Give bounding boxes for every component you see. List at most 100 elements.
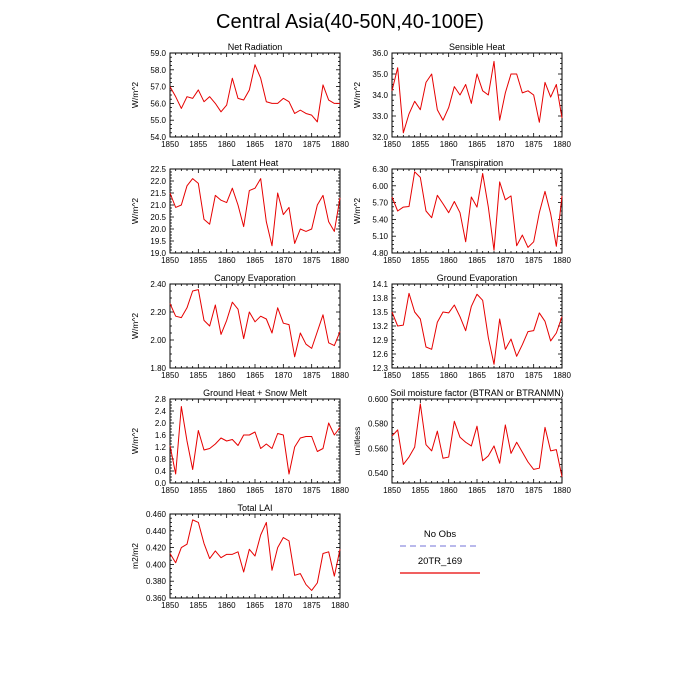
y-tick-label: 1.6	[155, 431, 167, 440]
y-tick-label: 21.5	[150, 189, 166, 198]
y-tick-label: 13.2	[372, 322, 388, 331]
y-tick-label: 19.0	[150, 249, 166, 258]
panel-title: Ground Evaporation	[437, 273, 518, 283]
series-line-20tr-169	[391, 60, 563, 134]
x-tick-label: 1850	[161, 140, 179, 149]
y-tick-label: 2.0	[155, 419, 167, 428]
x-tick-label: 1875	[303, 256, 321, 265]
x-tick-label: 1870	[274, 256, 292, 265]
x-tick-label: 1850	[161, 601, 179, 610]
x-tick-label: 1860	[440, 256, 458, 265]
x-tick-label: 1875	[525, 140, 543, 149]
y-tick-label: 5.70	[372, 199, 388, 208]
plot-frame	[391, 398, 563, 484]
x-tick-label: 1855	[189, 601, 207, 610]
y-axis-label: W/m^2	[130, 313, 140, 339]
x-tick-label: 1880	[331, 140, 349, 149]
x-tick-label: 1860	[218, 140, 236, 149]
x-tick-label: 1865	[246, 256, 264, 265]
x-tick-label: 1855	[411, 486, 429, 495]
y-tick-label: 36.0	[372, 49, 388, 58]
x-tick-label: 1860	[440, 371, 458, 380]
panel-transpiration: Transpiration 1850 1855 1860 1865 1870 1875 188…	[352, 158, 571, 265]
panel-title: Latent Heat	[232, 158, 279, 168]
y-tick-label: 14.1	[372, 280, 388, 289]
y-tick-label: 56.0	[150, 99, 166, 108]
x-tick-label: 1855	[189, 371, 207, 380]
y-tick-label: 0.540	[368, 469, 389, 478]
x-tick-label: 1875	[525, 371, 543, 380]
y-tick-label: 0.0	[155, 479, 167, 488]
y-tick-label: 22.0	[150, 177, 166, 186]
x-tick-label: 1865	[246, 601, 264, 610]
series-line-20tr-169	[391, 403, 563, 477]
y-tick-label: 0.460	[146, 510, 167, 519]
x-tick-label: 1855	[411, 140, 429, 149]
x-tick-label: 1850	[161, 371, 179, 380]
y-tick-label: 21.0	[150, 201, 166, 210]
x-tick-label: 1875	[525, 486, 543, 495]
x-tick-label: 1865	[246, 486, 264, 495]
y-tick-label: 57.0	[150, 83, 166, 92]
x-tick-label: 1870	[274, 371, 292, 380]
panel-title: Sensible Heat	[449, 42, 506, 52]
series-line-20tr-169	[169, 289, 341, 358]
plot-frame	[391, 52, 563, 138]
legend-label-20tr-169: 20TR_169	[418, 556, 462, 567]
x-tick-label: 1860	[440, 140, 458, 149]
series-line-20tr-169	[169, 406, 341, 475]
x-tick-label: 1855	[189, 140, 207, 149]
x-tick-label: 1865	[468, 486, 486, 495]
legend-label-no-obs: No Obs	[424, 529, 456, 540]
y-tick-label: 6.30	[372, 165, 388, 174]
x-tick-label: 1850	[383, 256, 401, 265]
y-tick-label: 33.0	[372, 112, 388, 121]
panel-title: Ground Heat + Snow Melt	[203, 388, 307, 398]
x-tick-label: 1880	[553, 140, 571, 149]
y-tick-label: 55.0	[150, 116, 166, 125]
x-tick-label: 1855	[189, 486, 207, 495]
x-tick-label: 1870	[274, 601, 292, 610]
y-tick-label: 35.0	[372, 70, 388, 79]
y-tick-label: 19.5	[150, 237, 166, 246]
panel-latent-heat: Latent Heat 1850 1855 1860 1865 1870 1875 1880 1…	[130, 158, 349, 265]
panel-net-radiation: Net Radiation 1850 1855 1860 1865 1870 1875 188…	[130, 42, 349, 149]
panel-ground-heat-snow-melt: Ground Heat + Snow Melt 1850 1855 1860 1865 1…	[130, 388, 349, 495]
y-axis-label: m2/m2	[130, 543, 140, 569]
y-tick-label: 12.9	[372, 336, 388, 345]
x-tick-label: 1870	[496, 140, 514, 149]
x-tick-label: 1860	[218, 486, 236, 495]
x-tick-label: 1865	[468, 140, 486, 149]
x-tick-label: 1875	[303, 601, 321, 610]
x-tick-label: 1880	[553, 486, 571, 495]
x-tick-label: 1880	[553, 371, 571, 380]
y-tick-label: 1.80	[150, 364, 166, 373]
x-tick-label: 1880	[553, 256, 571, 265]
x-tick-label: 1850	[383, 140, 401, 149]
series-line-20tr-169	[169, 64, 340, 123]
y-tick-label: 0.440	[146, 527, 167, 536]
series-line-20tr-169	[169, 178, 341, 247]
y-tick-label: 58.0	[150, 66, 166, 75]
y-tick-label: 0.420	[146, 544, 167, 553]
y-axis-label: W/m^2	[130, 198, 140, 224]
y-tick-label: 2.4	[155, 407, 167, 416]
panels: Net Radiation 1850 1855 1860 1865 1870 1875 188…	[130, 42, 571, 610]
y-axis-label: W/m^2	[352, 82, 362, 108]
y-tick-label: 0.360	[146, 594, 167, 603]
y-tick-label: 1.2	[155, 443, 167, 452]
x-tick-label: 1850	[161, 486, 179, 495]
y-tick-label: 20.0	[150, 225, 166, 234]
x-tick-label: 1855	[411, 371, 429, 380]
plot-frame	[391, 283, 563, 369]
y-tick-label: 0.400	[146, 560, 167, 569]
y-tick-label: 13.8	[372, 294, 388, 303]
plot-frame	[169, 283, 341, 369]
x-tick-label: 1880	[331, 371, 349, 380]
x-tick-label: 1865	[246, 371, 264, 380]
plot-frame	[169, 398, 341, 484]
panel-title: Canopy Evaporation	[214, 273, 296, 283]
y-axis-label: W/m^2	[130, 428, 140, 454]
